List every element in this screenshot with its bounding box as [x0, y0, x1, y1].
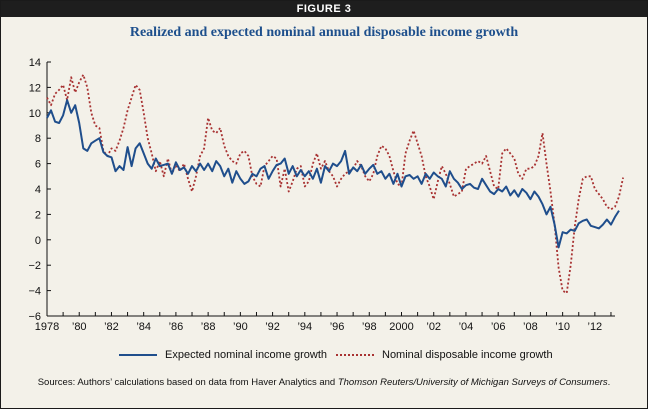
x-tick-label: ’06 — [491, 321, 506, 333]
figure-label: FIGURE 3 — [1, 1, 647, 17]
legend: Expected nominal income growth Nominal d… — [1, 349, 647, 365]
legend-item-nominal: Nominal disposable income growth — [336, 349, 553, 361]
x-tick-label: ’02 — [426, 321, 441, 333]
y-tick-label: −2 — [28, 260, 41, 272]
y-tick-label: 10 — [29, 108, 41, 120]
series-line-expected-nominal-income-growth — [46, 99, 620, 249]
legend-label-expected: Expected nominal income growth — [165, 349, 328, 361]
y-tick-label: 12 — [29, 82, 41, 94]
legend-item-expected: Expected nominal income growth — [119, 349, 327, 361]
y-tick-label: 0 — [35, 235, 41, 247]
x-tick-label: 2000 — [389, 321, 413, 333]
y-tick-label: −6 — [28, 311, 41, 323]
x-tick-label: ’88 — [201, 321, 216, 333]
x-tick-label: ’96 — [330, 321, 345, 333]
x-tick-label: ’94 — [297, 321, 312, 333]
y-tick-label: 6 — [35, 159, 41, 171]
sources-note: Sources: Authors’ calculations based on … — [1, 377, 647, 388]
x-tick-label: ’12 — [588, 321, 603, 333]
series-lines — [46, 73, 624, 294]
chart-title: Realized and expected nominal annual dis… — [129, 25, 519, 40]
x-tick-label: ’08 — [523, 321, 538, 333]
series-line-nominal-disposable-income-growth — [46, 73, 624, 294]
y-tick-label: −4 — [28, 286, 41, 298]
y-tick-label: 2 — [35, 209, 41, 221]
y-tick-label: 8 — [35, 133, 41, 145]
legend-swatch-expected — [119, 354, 157, 356]
sources-prefix: Sources: Authors’ calculations based on … — [37, 377, 338, 388]
x-tick-label: ’04 — [459, 321, 474, 333]
y-tick-label: 4 — [35, 184, 41, 196]
x-tick-label: ’82 — [104, 321, 119, 333]
x-tick-label: 1978 — [35, 321, 59, 333]
legend-label-nominal: Nominal disposable income growth — [382, 349, 553, 361]
x-tick-label: ’80 — [72, 321, 87, 333]
y-tick-label: 14 — [29, 57, 41, 69]
x-tick-label: ’86 — [169, 321, 184, 333]
sources-suffix: . — [607, 377, 611, 388]
x-tick-label: ’92 — [265, 321, 280, 333]
axes — [46, 61, 615, 317]
sources-italic: Thomson Reuters/University of Michigan S… — [337, 377, 608, 388]
x-tick-label: ’10 — [555, 321, 570, 333]
x-tick-label: ’90 — [233, 321, 248, 333]
x-tick-label: ’84 — [136, 321, 151, 333]
x-tick-label: ’98 — [362, 321, 377, 333]
legend-swatch-nominal — [336, 354, 374, 356]
